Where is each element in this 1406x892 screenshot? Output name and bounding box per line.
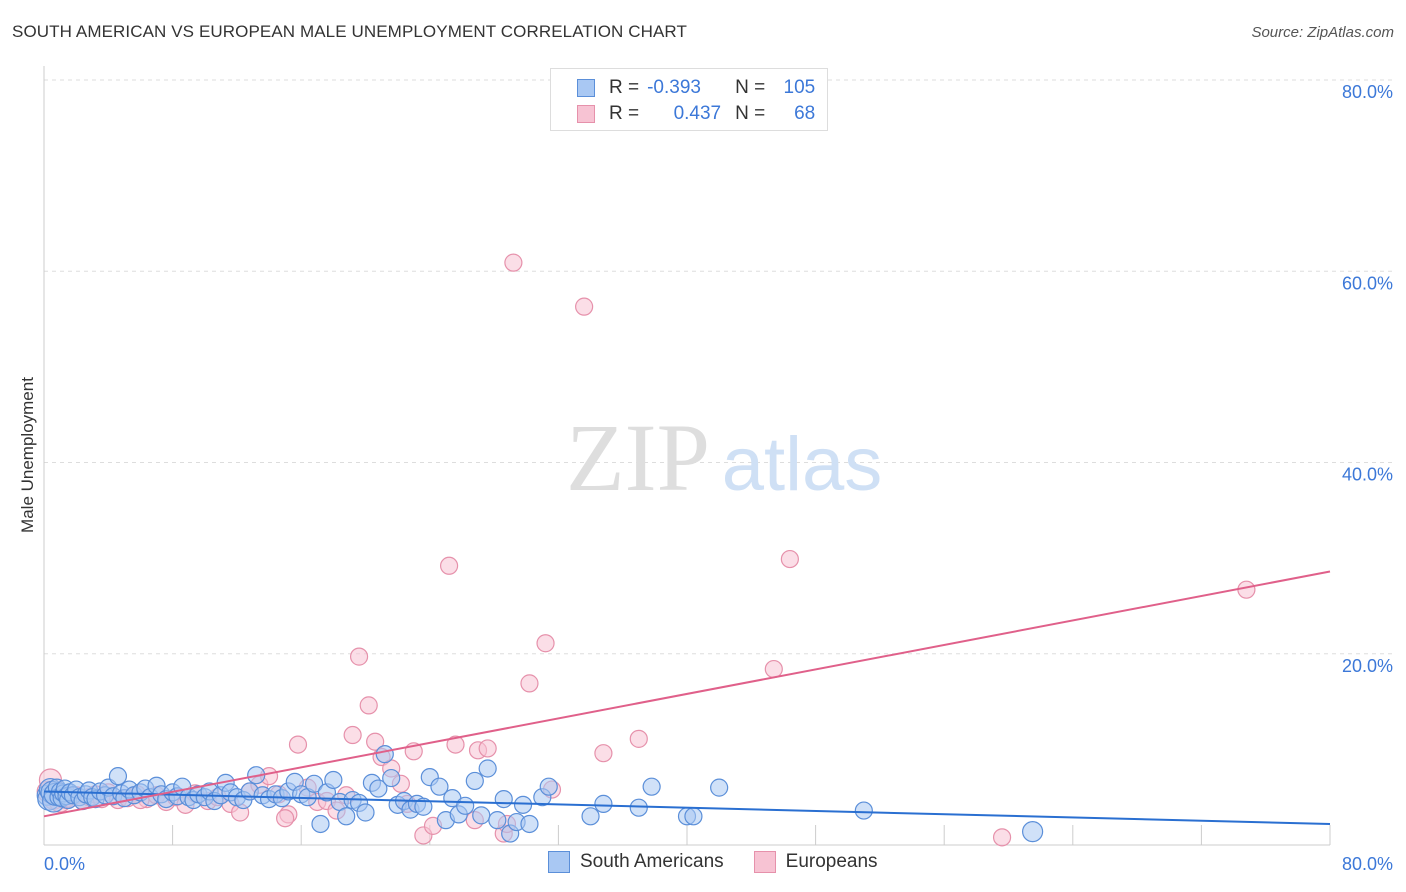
european-points — [36, 253, 1256, 847]
legend-r-label: R = — [609, 103, 640, 124]
y-tick-label: 20.0% — [1342, 656, 1393, 676]
trend-line-south-americans — [43, 790, 1331, 825]
legend-r-label: R = — [609, 77, 640, 98]
legend-label: Europeans — [785, 851, 878, 872]
legend-n-label: N = — [735, 77, 766, 98]
data-point-south-american — [594, 794, 613, 813]
data-point-south-american — [854, 801, 873, 820]
data-point-south-american — [488, 811, 507, 830]
data-point-south-american — [629, 798, 648, 817]
data-point-european — [366, 732, 385, 751]
data-point-european — [288, 735, 308, 754]
trend-line-europeans — [43, 570, 1331, 818]
data-point-european — [575, 297, 594, 316]
legend-item-europeans[interactable]: Europeans — [753, 851, 878, 873]
data-point-south-american — [478, 759, 497, 778]
data-point-european — [764, 659, 783, 679]
data-point-south-american — [581, 807, 600, 826]
data-point-european — [629, 729, 648, 748]
x-tick-label: 80.0% — [1342, 854, 1393, 874]
data-point-european — [504, 253, 523, 272]
data-point-south-american — [375, 745, 394, 764]
data-point-european — [520, 674, 539, 693]
data-point-european — [594, 744, 613, 763]
data-point-south-american — [356, 803, 375, 822]
data-point-south-american — [520, 814, 539, 834]
legend-label: South Americans — [580, 851, 724, 872]
legend-swatch-blue — [548, 851, 570, 873]
data-point-south-american — [472, 806, 491, 825]
data-point-south-american — [1022, 821, 1044, 843]
data-point-south-american — [382, 768, 401, 788]
data-point-south-american — [539, 777, 558, 796]
series-legend: South Americans Europeans — [548, 851, 908, 873]
legend-r-value: 0.437 — [673, 103, 722, 124]
correlation-legend: R = -0.393 N = 105 R = 0.437 N = 68 — [550, 68, 828, 131]
data-point-south-american — [369, 779, 388, 798]
data-point-south-american — [324, 770, 343, 790]
data-point-south-american — [465, 771, 484, 791]
y-tick-label: 40.0% — [1342, 465, 1393, 485]
data-point-south-american — [494, 789, 513, 809]
data-point-south-american — [513, 795, 533, 814]
legend-n-label: N = — [735, 103, 766, 124]
legend-swatch-pink — [753, 851, 776, 873]
chart-title: SOUTH AMERICAN VS EUROPEAN MALE UNEMPLOY… — [12, 22, 687, 41]
data-point-european — [1237, 580, 1256, 599]
data-point-european — [446, 735, 465, 754]
legend-item-south-americans[interactable]: South Americans — [548, 851, 724, 873]
data-point-european — [439, 556, 459, 575]
data-point-european — [343, 725, 362, 745]
y-tick-label: 80.0% — [1342, 82, 1393, 102]
legend-row-europeans: R = 0.437 N = 68 — [577, 102, 815, 126]
legend-n-value: 105 — [783, 77, 816, 98]
legend-row-south-americans: R = -0.393 N = 105 — [577, 76, 815, 100]
legend-n-value: 68 — [794, 103, 816, 124]
trend-lines — [43, 570, 1331, 825]
data-point-european — [780, 549, 799, 569]
y-tick-label: 60.0% — [1342, 273, 1393, 293]
data-point-south-american — [414, 797, 433, 816]
chart-source: Source: ZipAtlas.com — [1251, 24, 1394, 41]
data-point-south-american — [311, 814, 330, 834]
x-tick-label: 0.0% — [44, 854, 85, 874]
data-point-european — [992, 828, 1012, 847]
watermark: ZIP atlas — [566, 404, 882, 511]
data-point-south-american — [710, 778, 729, 797]
data-point-european — [536, 634, 555, 653]
data-point-european — [478, 739, 497, 758]
south-american-points — [36, 745, 1044, 843]
grid-lines — [44, 79, 1392, 655]
tick-labels: 20.0% 40.0% 60.0% 80.0% 0.0% 80.0% — [44, 82, 1393, 874]
legend-swatch-blue — [577, 79, 595, 97]
data-point-south-american — [304, 774, 324, 793]
data-point-south-american — [642, 777, 661, 796]
y-axis-label: Male Unemployment — [18, 377, 37, 533]
data-point-european — [276, 809, 295, 828]
data-point-european — [349, 647, 369, 666]
data-point-south-american — [108, 767, 128, 786]
watermark-zip: ZIP — [566, 404, 710, 511]
data-point-south-american — [430, 777, 449, 796]
data-point-european — [359, 696, 378, 715]
legend-swatch-pink — [577, 105, 595, 123]
legend-r-value: -0.393 — [647, 77, 701, 98]
data-point-south-american — [684, 807, 703, 826]
watermark-atlas: atlas — [722, 422, 883, 507]
data-point-south-american — [456, 796, 475, 815]
data-point-south-american — [337, 807, 356, 826]
